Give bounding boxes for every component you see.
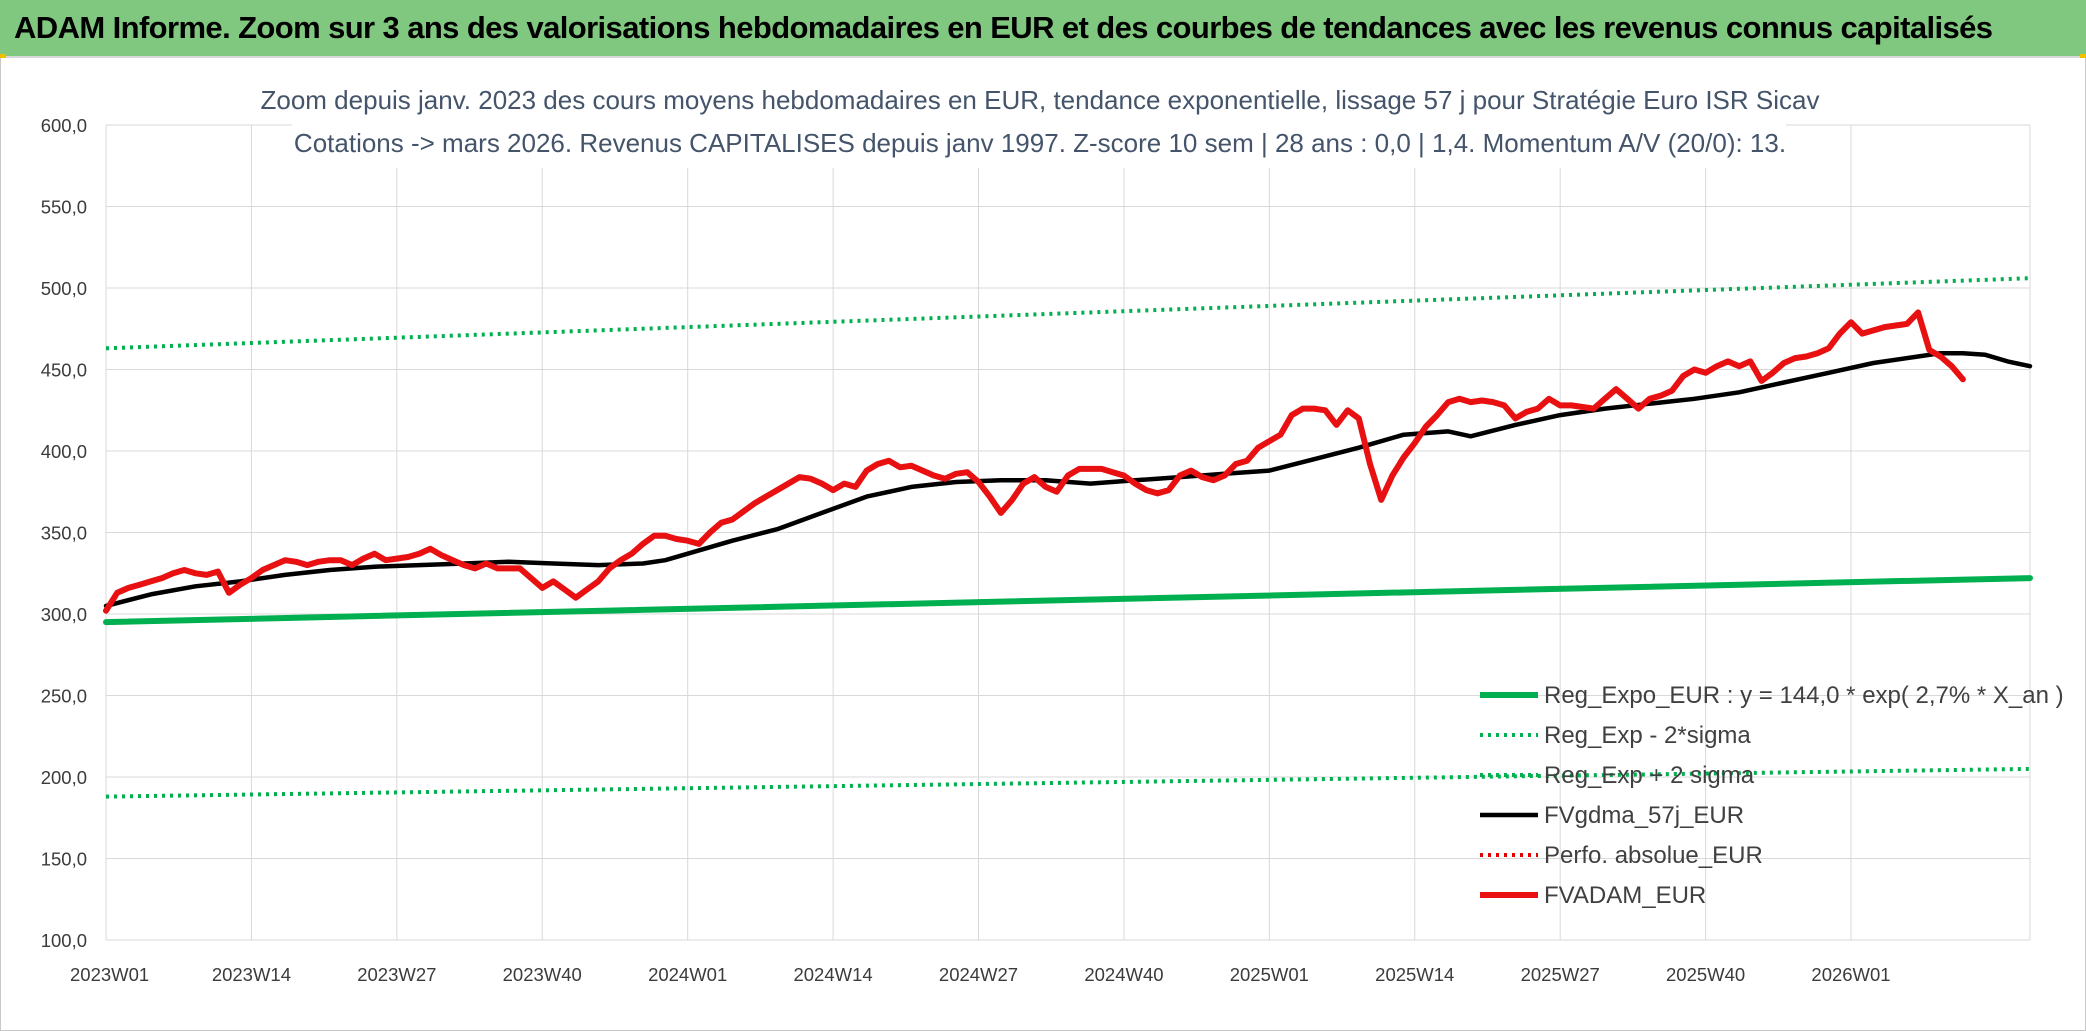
banner: ADAM Informe. Zoom sur 3 ans des valoris… xyxy=(0,0,2086,56)
chart-title-line-1: Zoom depuis janv. 2023 des cours moyens … xyxy=(261,85,1820,115)
legend-entry: Reg_Exp + 2 sigma xyxy=(1544,762,1755,789)
legend: Reg_Expo_EUR : y = 144,0 * exp( 2,7% * X… xyxy=(1480,682,2064,909)
y-tick-label: 600,0 xyxy=(41,115,87,136)
y-tick-label: 550,0 xyxy=(41,197,87,218)
y-tick-label: 250,0 xyxy=(41,686,87,707)
x-tick-label: 2024W01 xyxy=(648,964,727,985)
series-layer xyxy=(103,276,2033,799)
frame-corner-mark xyxy=(2080,54,2086,58)
y-tick-label: 450,0 xyxy=(41,360,87,381)
x-tick-label: 2023W01 xyxy=(70,964,149,985)
y-axis: 100,0 150,0 200,0 250,0 300,0 350,0 400,0 450,0… xyxy=(41,115,87,951)
grid xyxy=(105,124,2031,941)
x-tick-label: 2023W40 xyxy=(503,964,582,985)
y-tick-label: 150,0 xyxy=(41,849,87,870)
legend-entry: Reg_Exp - 2*sigma xyxy=(1544,722,1751,749)
y-tick-label: 400,0 xyxy=(41,441,87,462)
series-line-0 xyxy=(103,575,2033,626)
x-tick-label: 2025W27 xyxy=(1521,964,1600,985)
x-axis: 2023W01 2023W14 2023W27 2023W40 2024W01 2024W… xyxy=(70,964,1891,985)
series-line-1 xyxy=(105,766,2031,799)
series-line-2 xyxy=(105,276,2031,351)
chart-title-line-2: Cotations -> mars 2026. Revenus CAPITALI… xyxy=(294,128,1786,158)
legend-entry: FVgdma_57j_EUR xyxy=(1544,802,1744,829)
y-tick-label: 350,0 xyxy=(41,523,87,544)
x-tick-label: 2025W01 xyxy=(1230,964,1309,985)
y-tick-label: 500,0 xyxy=(41,278,87,299)
y-tick-label: 300,0 xyxy=(41,604,87,625)
legend-entry: FVADAM_EUR xyxy=(1544,882,1706,909)
frame-corner-mark xyxy=(0,54,6,58)
y-tick-label: 200,0 xyxy=(41,767,87,788)
x-tick-label: 2023W14 xyxy=(212,964,291,985)
x-tick-label: 2024W14 xyxy=(793,964,872,985)
x-tick-label: 2025W40 xyxy=(1666,964,1745,985)
subtitle-backdrop xyxy=(292,80,1786,168)
legend-entry: Reg_Expo_EUR : y = 144,0 * exp( 2,7% * X… xyxy=(1544,682,2064,709)
x-tick-label: 2024W40 xyxy=(1084,964,1163,985)
legend-entry: Perfo. absolue_EUR xyxy=(1544,842,1763,869)
x-tick-label: 2024W27 xyxy=(939,964,1018,985)
y-tick-label: 100,0 xyxy=(41,930,87,951)
banner-title: ADAM Informe. Zoom sur 3 ans des valoris… xyxy=(14,10,1993,45)
x-tick-label: 2026W01 xyxy=(1811,964,1890,985)
x-tick-label: 2023W27 xyxy=(357,964,436,985)
series-line-5 xyxy=(103,309,1966,614)
x-tick-label: 2025W14 xyxy=(1375,964,1454,985)
